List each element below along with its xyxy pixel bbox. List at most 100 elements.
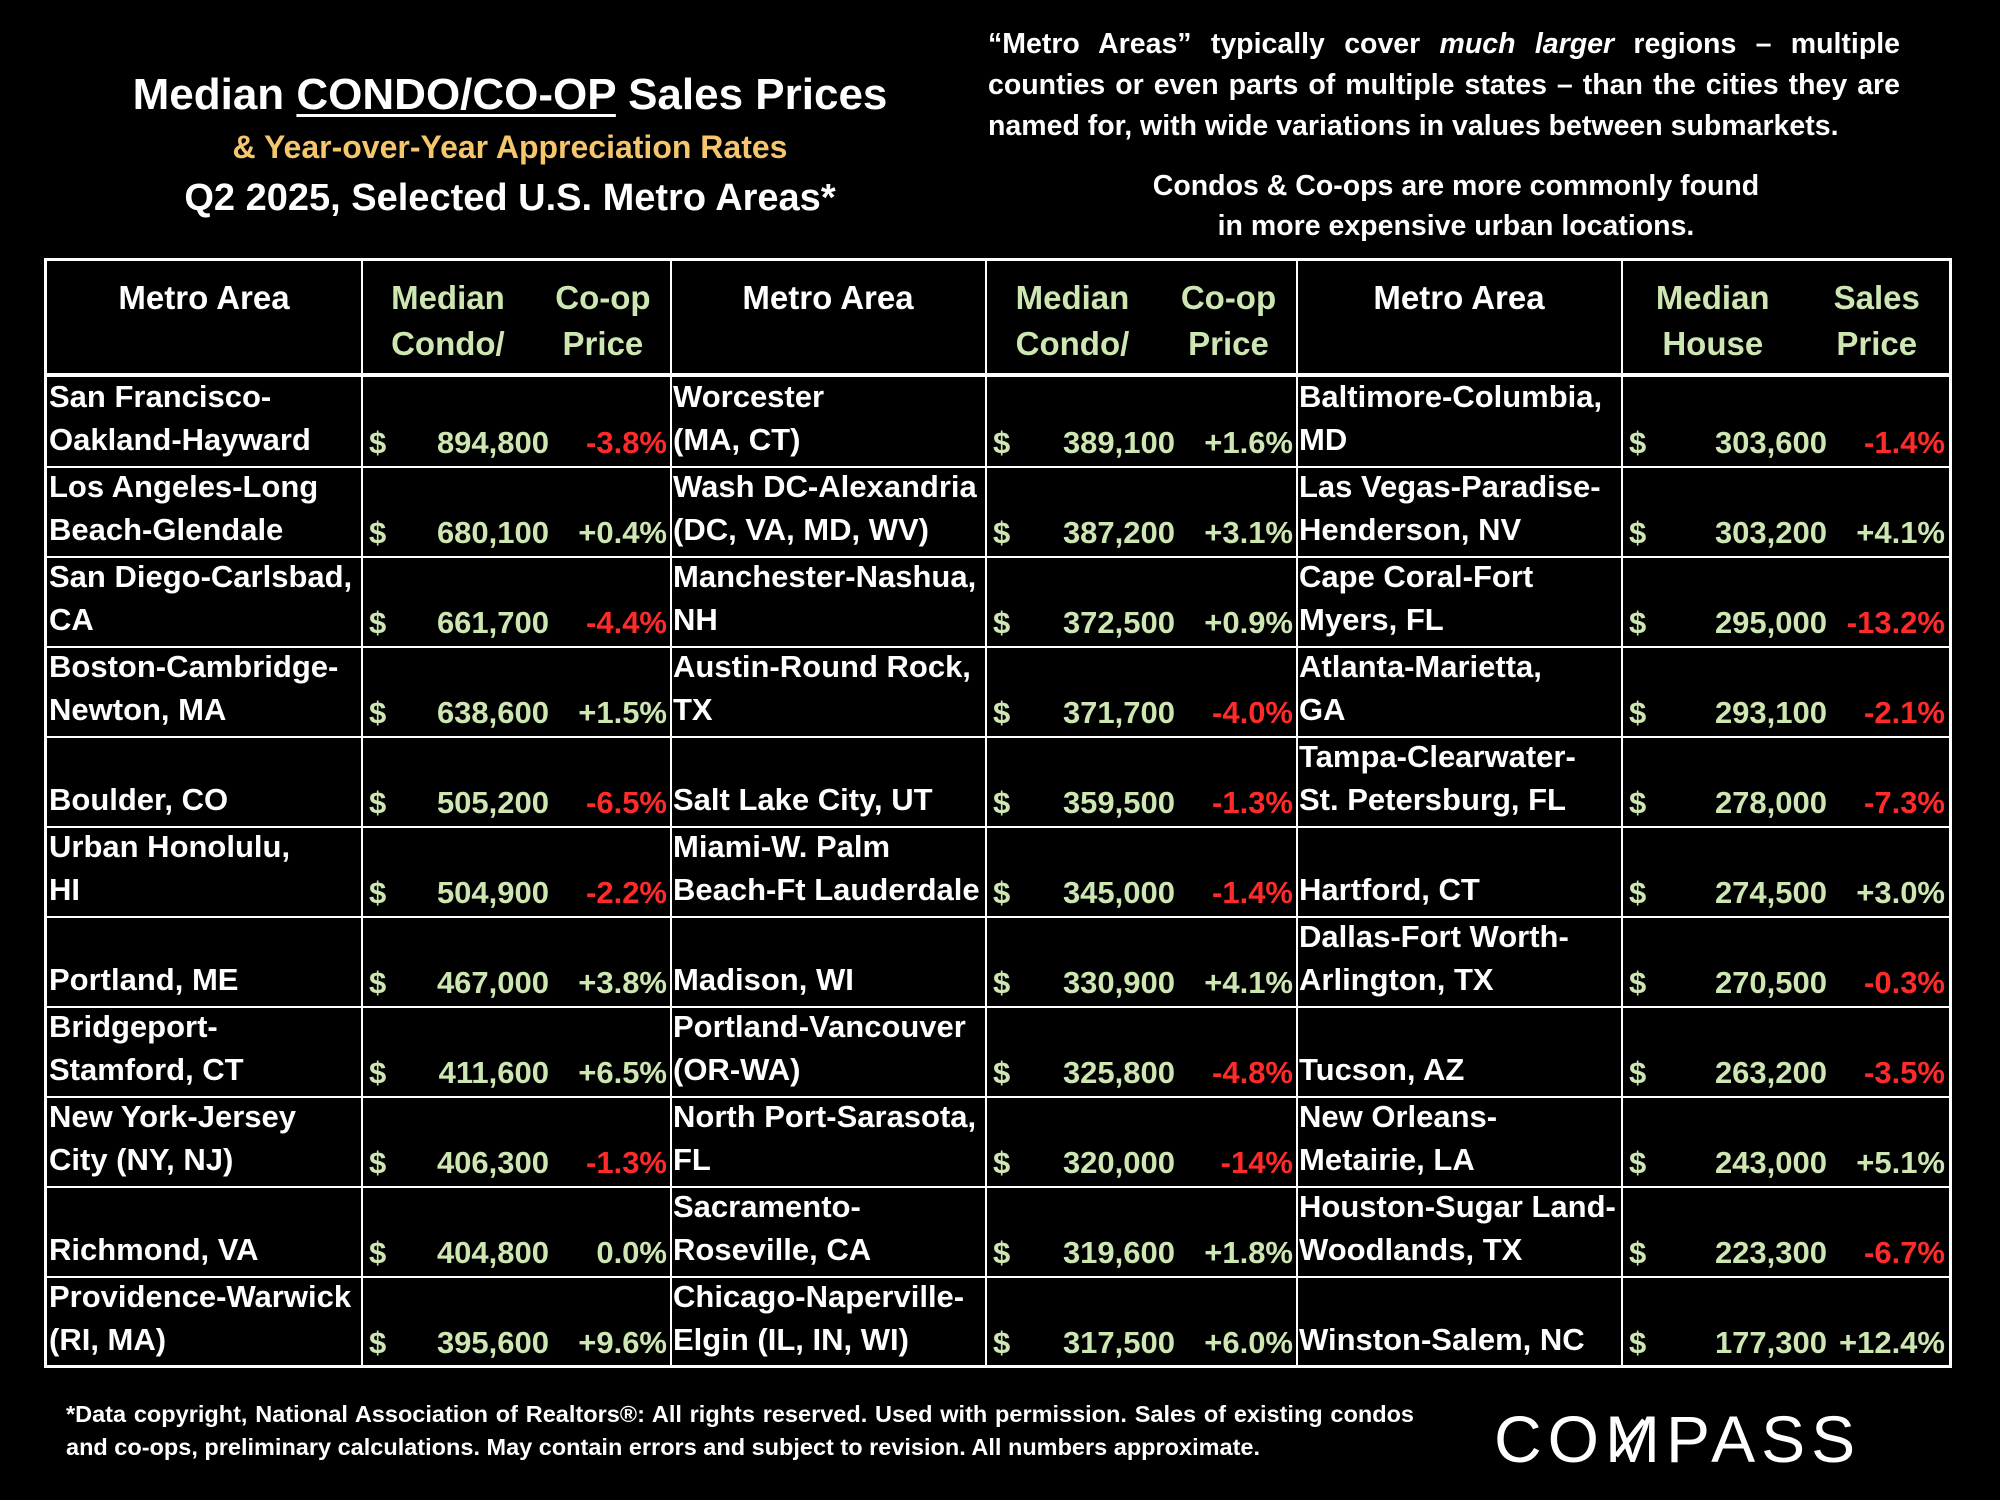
row-divider <box>47 466 1949 468</box>
metro-name-line1: Portland-Vancouver <box>673 1009 966 1044</box>
median-price-value: 404,800 <box>436 1235 549 1270</box>
row-divider <box>47 1186 1949 1188</box>
metro-name-line1: Tampa-Clearwater- <box>1299 739 1576 774</box>
median-price-value: 661,700 <box>436 605 549 640</box>
metro-name-line2: Roseville, CA <box>673 1232 872 1267</box>
price-cell: $325,800 -4.8% <box>985 1007 1297 1097</box>
median-price-value: 389,100 <box>1062 425 1175 460</box>
dollar-sign: $ <box>369 515 387 550</box>
row-divider <box>47 1276 1949 1278</box>
dollar-sign: $ <box>1629 695 1647 730</box>
metro-name-line2: (MA, CT) <box>673 422 801 457</box>
yoy-change-value: 0.0% <box>596 1235 667 1270</box>
metro-name-line1 <box>1299 1275 1621 1318</box>
compass-logo-text: COMPASS <box>1494 1402 1861 1472</box>
metro-name-line1: Providence-Warwick <box>49 1279 352 1314</box>
header-price-line1: Median House <box>1655 279 1770 362</box>
data-table: Metro Area Median Condo/Co-op Price San Fr… <box>44 258 1952 1368</box>
header-metro-area: Metro Area <box>118 279 290 316</box>
dollar-sign: $ <box>993 965 1011 1000</box>
median-price-value: 406,300 <box>436 1145 549 1180</box>
dollar-sign: $ <box>369 965 387 1000</box>
metro-name: Portland-Vancouver (OR-WA) <box>671 1007 985 1097</box>
metro-name-line2: MD <box>1299 422 1348 457</box>
median-price-value: 325,800 <box>1062 1055 1175 1090</box>
metro-name-line2: Woodlands, TX <box>1299 1232 1523 1267</box>
yoy-change-value: -4.8% <box>1212 1055 1293 1090</box>
metro-name-line1: Manchester-Nashua, <box>673 559 977 594</box>
metro-name: Wash DC-Alexandria (DC, VA, MD, WV) <box>671 467 985 557</box>
title-period: Q2 2025, Selected U.S. Metro Areas* <box>184 177 836 219</box>
price-cell: $371,700 -4.0% <box>985 647 1297 737</box>
yoy-change-value: -6.7% <box>1864 1235 1945 1270</box>
dollar-sign: $ <box>1629 1325 1647 1360</box>
metro-name-line1: Miami-W. Palm <box>673 829 891 864</box>
dollar-sign: $ <box>993 785 1011 820</box>
row-divider <box>47 916 1949 918</box>
header-price-line2: Co-op Price <box>555 279 651 362</box>
metro-name: San Diego-Carlsbad, CA <box>47 557 361 647</box>
metro-name: Hartford, CT <box>1297 827 1621 917</box>
metro-name-line2: Arlington, TX <box>1299 962 1494 997</box>
metro-name-line1 <box>49 735 361 778</box>
median-price-value: 330,900 <box>1062 965 1175 1000</box>
yoy-change-value: -3.8% <box>586 425 667 460</box>
metro-name-line1 <box>1299 825 1621 868</box>
header-price-line2: Sales Price <box>1833 279 1920 362</box>
median-price-value: 395,600 <box>436 1325 549 1360</box>
metro-name-line1: Worcester <box>673 379 825 414</box>
metro-name: Miami-W. Palm Beach-Ft Lauderdale <box>671 827 985 917</box>
yoy-change-value: -1.3% <box>1212 785 1293 820</box>
header-price-line1: Median Condo/ <box>391 279 505 362</box>
median-price-value: 345,000 <box>1062 875 1175 910</box>
header-metro-area: Metro Area <box>742 279 914 316</box>
metro-name-line2: Tucson, AZ <box>1299 1052 1465 1087</box>
yoy-change-value: +5.1% <box>1856 1145 1945 1180</box>
row-divider <box>47 736 1949 738</box>
metro-name-line2: City (NY, NJ) <box>49 1142 234 1177</box>
metro-name: New York-Jersey City (NY, NJ) <box>47 1097 361 1187</box>
median-price-value: 372,500 <box>1062 605 1175 640</box>
dollar-sign: $ <box>369 875 387 910</box>
yoy-change-value: +0.4% <box>578 515 667 550</box>
metro-name-line2: Madison, WI <box>673 962 854 997</box>
median-price-value: 680,100 <box>436 515 549 550</box>
median-price-value: 505,200 <box>436 785 549 820</box>
price-cell: $680,100 +0.4% <box>361 467 671 557</box>
yoy-change-value: +4.1% <box>1856 515 1945 550</box>
metro-name-line1: Los Angeles-Long <box>49 469 319 504</box>
metro-name: Urban Honolulu, HI <box>47 827 361 917</box>
title-line1: Median CONDO/CO-OP Sales Prices <box>132 70 888 119</box>
median-price-value: 243,000 <box>1714 1145 1827 1180</box>
metro-name-line1: Boston-Cambridge- <box>49 649 339 684</box>
dollar-sign: $ <box>993 875 1011 910</box>
metro-name: Worcester (MA, CT) <box>671 377 985 467</box>
median-price-value: 504,900 <box>436 875 549 910</box>
row-divider <box>47 826 1949 828</box>
header-median-price: Median Condo/Co-op Price <box>361 261 671 373</box>
dollar-sign: $ <box>993 605 1011 640</box>
metro-name: Manchester-Nashua, NH <box>671 557 985 647</box>
dollar-sign: $ <box>993 695 1011 730</box>
dollar-sign: $ <box>1629 965 1647 1000</box>
row-divider <box>47 646 1949 648</box>
metro-name-line2: Boulder, CO <box>49 782 229 817</box>
row-divider <box>47 1006 1949 1008</box>
dollar-sign: $ <box>369 785 387 820</box>
metro-name-line1 <box>673 915 985 958</box>
yoy-change-value: -6.5% <box>586 785 667 820</box>
median-price-value: 223,300 <box>1714 1235 1827 1270</box>
metro-name-line2: HI <box>49 872 80 907</box>
yoy-change-value: -1.4% <box>1864 425 1945 460</box>
price-cell: $278,000 -7.3% <box>1621 737 1949 827</box>
dollar-sign: $ <box>993 1055 1011 1090</box>
metro-name-line1: New Orleans- <box>1299 1099 1498 1134</box>
price-cell: $223,300 -6.7% <box>1621 1187 1949 1277</box>
metro-name: North Port-Sarasota, FL <box>671 1097 985 1187</box>
price-cell: $894,800 -3.8% <box>361 377 671 467</box>
price-cell: $303,200 +4.1% <box>1621 467 1949 557</box>
metro-name-line2: Richmond, VA <box>49 1232 259 1267</box>
yoy-change-value: +3.0% <box>1856 875 1945 910</box>
price-cell: $505,200 -6.5% <box>361 737 671 827</box>
median-price-value: 270,500 <box>1714 965 1827 1000</box>
